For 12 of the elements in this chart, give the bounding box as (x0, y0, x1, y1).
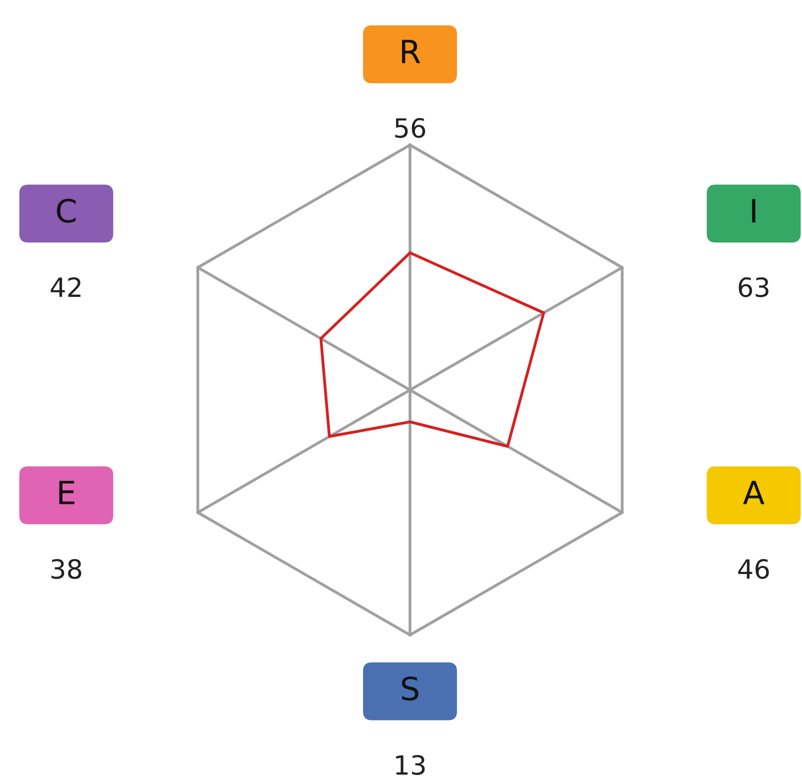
spoke-label: S (402, 676, 418, 701)
text: 46 (738, 558, 769, 579)
spoke-label: I (752, 199, 756, 222)
text: 42 (50, 277, 80, 297)
text: 63 (738, 277, 768, 298)
spoke-label: A (743, 480, 764, 504)
text: 13 (396, 754, 425, 775)
text: 56 (395, 118, 426, 138)
text: 38 (51, 558, 82, 579)
spoke-label: C (56, 198, 76, 223)
spoke-label: E (59, 480, 74, 504)
spoke-label: R (402, 40, 420, 64)
